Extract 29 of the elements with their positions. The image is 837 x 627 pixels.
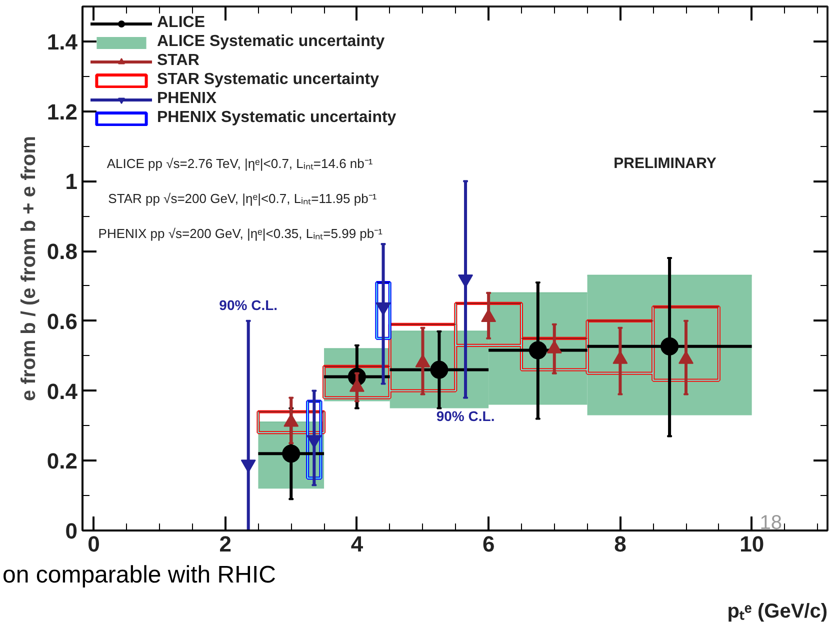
legend-label: ALICE Systematic uncertainty: [157, 33, 385, 51]
x-tick-label: 6: [482, 532, 495, 556]
x-tick-label: 2: [219, 532, 232, 556]
annotation: PHENIX pp √s=200 GeV, |ηᵉ|<0.35, Lᵢₙₜ=5.99 pb⁻¹: [98, 226, 384, 242]
annotation: 90% C.L.: [219, 296, 278, 313]
y-tick-label: 0.8: [46, 239, 78, 264]
annotation: STAR pp √s=200 GeV, |ηᵉ|<0.7, Lᵢₙₜ=11.95 pb⁻¹: [108, 191, 378, 206]
x-tick-label: 10: [740, 532, 764, 556]
x-tick-label: 4: [350, 532, 364, 556]
legend-label: STAR Systematic uncertainty: [157, 71, 379, 89]
legend-label: PHENIX: [157, 90, 217, 108]
text: on comparable with RHIC: [2, 562, 276, 588]
annotation: 18: [760, 512, 782, 534]
annotation: ALICE pp √s=2.76 TeV, |ηᵉ|<0.7, Lᵢₙₜ=14.6 nb⁻¹: [106, 156, 374, 172]
y-tick-label: 0.4: [46, 378, 78, 404]
legend-label: PHENIX Systematic uncertainty: [157, 109, 396, 127]
y-tick-label: 1.2: [46, 99, 78, 124]
annotation: PRELIMINARY: [614, 155, 716, 172]
x-tick-label: 8: [614, 532, 626, 556]
legend-label: STAR: [157, 52, 200, 70]
x-tick-label: 0: [88, 532, 100, 556]
y-tick-label: 0.2: [46, 448, 78, 474]
x-axis-title: pₜᵉ (GeV/c): [727, 600, 828, 622]
y-tick-label: 0.6: [46, 308, 78, 334]
y-tick-label: 1.4: [46, 29, 78, 54]
legend-label: ALICE: [157, 14, 205, 32]
y-tick-label: 1: [65, 169, 78, 194]
y-axis-title: e from b / (e from b + e from: [18, 136, 40, 402]
annotation: 90% C.L.: [436, 408, 495, 424]
